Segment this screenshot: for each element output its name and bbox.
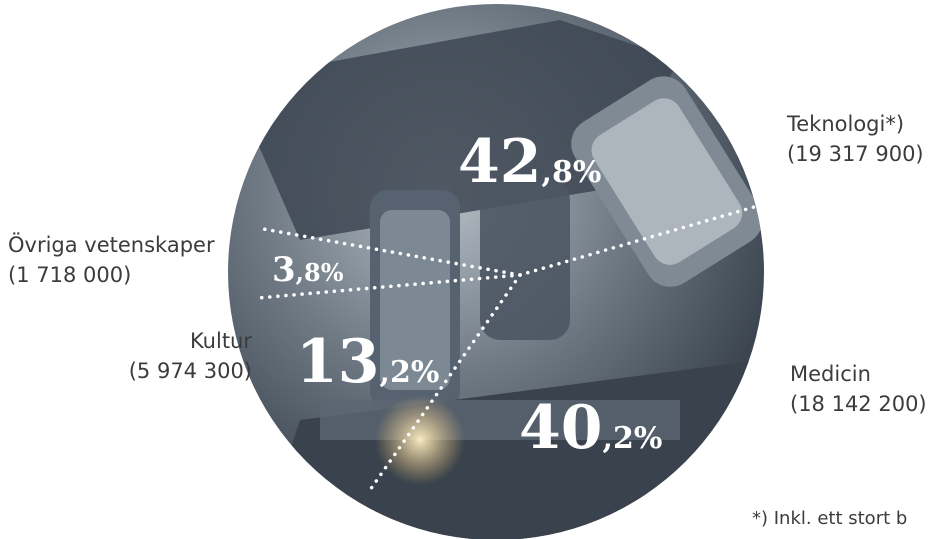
label-ovriga: Övriga vetenskaper (1 718 000) <box>8 230 215 290</box>
pct-label-medicin-int: 40 <box>519 393 603 463</box>
label-kultur-name: Kultur <box>189 329 252 353</box>
label-ovriga-value: (1 718 000) <box>8 263 132 287</box>
label-medicin-value: (18 142 200) <box>790 392 927 416</box>
label-kultur-value: (5 974 300) <box>128 359 252 383</box>
label-medicin: Medicin (18 142 200) <box>790 359 927 419</box>
pct-label-ovriga: 3,8% <box>272 250 344 290</box>
pct-label-teknologi: 42,8% <box>458 127 601 197</box>
pct-label-ovriga-dec: ,8% <box>296 258 344 287</box>
label-kultur: Kultur (5 974 300) <box>129 326 252 386</box>
pct-label-teknologi-dec: ,8% <box>542 155 602 190</box>
divider-kultur-ovriga <box>256 273 522 300</box>
pct-label-kultur-int: 13 <box>296 327 380 397</box>
pct-label-ovriga-int: 3 <box>272 250 296 290</box>
label-teknologi: Teknologi*) (19 317 900) <box>787 109 924 169</box>
label-medicin-name: Medicin <box>790 362 871 386</box>
label-teknologi-value: (19 317 900) <box>787 142 924 166</box>
label-ovriga-name: Övriga vetenskaper <box>8 233 215 257</box>
divider-medicin-kultur <box>368 273 522 492</box>
label-teknologi-name: Teknologi*) <box>787 112 905 136</box>
pct-label-medicin: 40,2% <box>519 393 662 463</box>
pct-label-medicin-dec: ,2% <box>603 421 663 456</box>
footnote: *) Inkl. ett stort b <box>752 508 908 529</box>
pct-label-teknologi-int: 42 <box>458 127 542 197</box>
pct-label-kultur: 13,2% <box>296 327 439 397</box>
pct-label-kultur-dec: ,2% <box>380 355 440 390</box>
microscope-photo <box>228 4 764 539</box>
